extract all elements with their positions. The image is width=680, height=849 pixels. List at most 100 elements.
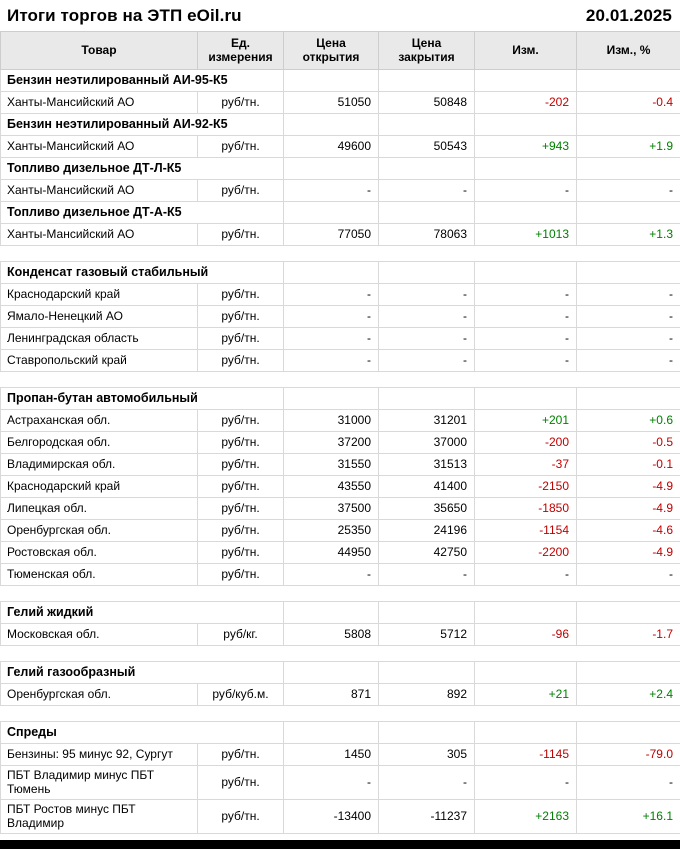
section-empty-cell xyxy=(378,661,475,684)
header-row: Товар Ед. измерения Цена открытия Цена з… xyxy=(0,31,680,70)
section-empty-cell xyxy=(474,261,577,284)
open-price-cell: 5808 xyxy=(283,623,379,646)
section-gap xyxy=(0,371,680,388)
unit-cell: руб/тн. xyxy=(197,223,284,246)
close-price-cell: 42750 xyxy=(378,541,475,564)
section-empty-cell xyxy=(576,201,680,224)
section-empty-cell xyxy=(378,201,475,224)
section-empty-cell xyxy=(576,157,680,180)
section-title: Гелий газообразный xyxy=(0,661,284,684)
table-row: Оренбургская обл. руб/тн. 25350 24196 -1154-… xyxy=(0,519,680,542)
close-price-cell: 31513 xyxy=(378,453,475,476)
column-header-product: Товар xyxy=(0,31,198,70)
close-price-cell: 78063 xyxy=(378,223,475,246)
gap-cell xyxy=(0,645,680,662)
section-empty-cell xyxy=(474,113,577,136)
change-cell: -37 xyxy=(474,453,577,476)
table-row: Ханты-Мансийский АО руб/тн. 51050 50848 -202… xyxy=(0,91,680,114)
section-empty-cell xyxy=(576,387,680,410)
section-empty-cell xyxy=(576,113,680,136)
table-row: Краснодарский край руб/тн. - - - - xyxy=(0,283,680,306)
close-price-cell: - xyxy=(378,283,475,306)
product-cell: ПБТ Ростов минус ПБТ Владимир xyxy=(0,798,198,834)
unit-cell: руб/тн. xyxy=(197,765,284,800)
section-empty-cell xyxy=(474,661,577,684)
table-row: ПБТ Ростов минус ПБТ Владимир руб/тн. -134… xyxy=(0,798,680,834)
close-price-cell: 50543 xyxy=(378,135,475,158)
close-price-cell: 305 xyxy=(378,743,475,766)
product-cell: Ханты-Мансийский АО xyxy=(0,91,198,114)
change-pct-cell: -4.9 xyxy=(576,475,680,498)
section-title: Бензин неэтилированный АИ-92-К5 xyxy=(0,113,284,136)
section-empty-cell xyxy=(474,721,577,744)
open-price-cell: 44950 xyxy=(283,541,379,564)
product-cell: Ростовская обл. xyxy=(0,541,198,564)
close-price-cell: 24196 xyxy=(378,519,475,542)
product-cell: Тюменская обл. xyxy=(0,563,198,586)
unit-cell: руб/тн. xyxy=(197,305,284,328)
section-empty-cell xyxy=(474,157,577,180)
table-row: Липецкая обл. руб/тн. 37500 35650 -1850 -4.9 xyxy=(0,497,680,520)
change-cell: -1850 xyxy=(474,497,577,520)
open-price-cell: 31000 xyxy=(283,409,379,432)
close-price-cell: - xyxy=(378,349,475,372)
unit-cell: руб/тн. xyxy=(197,453,284,476)
product-cell: Ямало-Ненецкий АО xyxy=(0,305,198,328)
section-empty-cell xyxy=(283,69,379,92)
open-price-cell: - xyxy=(283,283,379,306)
trading-results-table: Товар Ед. измерения Цена открытия Цена з… xyxy=(0,31,680,834)
product-cell: Оренбургская обл. xyxy=(0,519,198,542)
column-header-open-price: Цена открытия xyxy=(283,31,379,70)
change-cell: - xyxy=(474,327,577,350)
section-empty-cell xyxy=(283,721,379,744)
section-gap xyxy=(0,245,680,262)
open-price-cell: - xyxy=(283,349,379,372)
change-cell: -2150 xyxy=(474,475,577,498)
change-pct-cell: - xyxy=(576,349,680,372)
table-row: Ростовская обл. руб/тн. 44950 42750 -2200 -4.… xyxy=(0,541,680,564)
section-empty-cell xyxy=(378,387,475,410)
unit-cell: руб/тн. xyxy=(197,541,284,564)
section-empty-cell xyxy=(283,201,379,224)
change-cell: +943 xyxy=(474,135,577,158)
change-pct-cell: -1.7 xyxy=(576,623,680,646)
change-pct-cell: -0.1 xyxy=(576,453,680,476)
section-empty-cell xyxy=(283,261,379,284)
open-price-cell: - xyxy=(283,765,379,800)
change-pct-cell: +1.3 xyxy=(576,223,680,246)
table-row: Ставропольский край руб/тн. - - - - xyxy=(0,349,680,372)
product-cell: Владимирская обл. xyxy=(0,453,198,476)
product-cell: Бензины: 95 минус 92, Сургут xyxy=(0,743,198,766)
section-title: Топливо дизельное ДТ-А-К5 xyxy=(0,201,284,224)
table-row: Астраханская обл. руб/тн. 31000 31201 +201 +0… xyxy=(0,409,680,432)
title-bar: Итоги торгов на ЭТП eOil.ru 20.01.2025 xyxy=(0,0,680,31)
section-empty-cell xyxy=(474,387,577,410)
table-row: Владимирская обл. руб/тн. 31550 31513 -37 -0.… xyxy=(0,453,680,476)
section-title: Конденсат газовый стабильный xyxy=(0,261,284,284)
unit-cell: руб/тн. xyxy=(197,798,284,834)
product-cell: ПБТ Владимир минус ПБТ Тюмень xyxy=(0,765,198,800)
close-price-cell: - xyxy=(378,765,475,800)
change-cell: +2163 xyxy=(474,798,577,834)
change-cell: -1154 xyxy=(474,519,577,542)
change-pct-cell: -79.0 xyxy=(576,743,680,766)
gap-cell xyxy=(0,245,680,262)
table-body: Бензин неэтилированный АИ-95-К5 Ханты-Ман… xyxy=(0,69,680,834)
change-pct-cell: - xyxy=(576,327,680,350)
open-price-cell: 871 xyxy=(283,683,379,706)
close-price-cell: - xyxy=(378,305,475,328)
change-cell: - xyxy=(474,305,577,328)
change-cell: +21 xyxy=(474,683,577,706)
table-row: Оренбургская обл. руб/куб.м. 871 892 +21 +2.4 xyxy=(0,683,680,706)
section-title: Спреды xyxy=(0,721,284,744)
open-price-cell: - xyxy=(283,305,379,328)
product-cell: Краснодарский край xyxy=(0,475,198,498)
unit-cell: руб/тн. xyxy=(197,179,284,202)
footer-bar xyxy=(0,840,680,849)
open-price-cell: 25350 xyxy=(283,519,379,542)
open-price-cell: 37500 xyxy=(283,497,379,520)
open-price-cell: -13400 xyxy=(283,798,379,834)
table-row: Бензины: 95 минус 92, Сургут руб/тн. 1450 3… xyxy=(0,743,680,766)
table-row: Краснодарский край руб/тн. 43550 41400 -2150… xyxy=(0,475,680,498)
change-cell: - xyxy=(474,349,577,372)
